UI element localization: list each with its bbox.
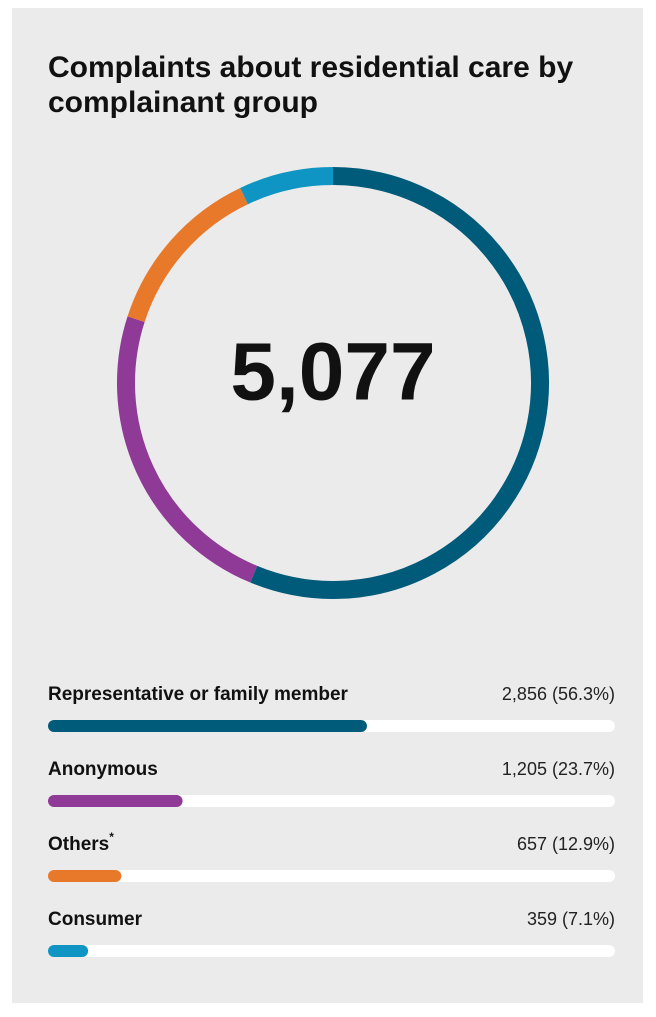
bar-track [48, 795, 615, 807]
category-label: Representative or family member [48, 684, 349, 705]
total-label: 5,077 [230, 327, 435, 418]
category-name: Representative or family member [48, 684, 349, 705]
value-label: 2,856 (56.3%) [502, 684, 615, 704]
value-label: 359 (7.1%) [527, 909, 615, 929]
bar [48, 720, 367, 732]
bar [48, 795, 183, 807]
ring-segment [250, 167, 549, 599]
value-label: 1,205 (23.7%) [502, 759, 615, 779]
chart-title: Complaints about residential care by com… [48, 51, 574, 119]
bar-track [48, 945, 615, 957]
footnote-mark: * [109, 830, 114, 844]
category-label: Others* [48, 830, 114, 855]
bar [48, 945, 89, 957]
ring-segment [240, 167, 334, 205]
category-label: Anonymous [48, 759, 158, 780]
bar-track [48, 870, 615, 882]
category-label: Consumer [48, 909, 143, 930]
bar [48, 870, 122, 882]
value-label: 657 (12.9%) [517, 834, 615, 854]
ring-segment [127, 187, 248, 323]
category-name: Consumer [48, 909, 143, 930]
category-name: Anonymous [48, 759, 158, 780]
category-name: Others [48, 834, 109, 855]
ring-segment [117, 316, 258, 583]
